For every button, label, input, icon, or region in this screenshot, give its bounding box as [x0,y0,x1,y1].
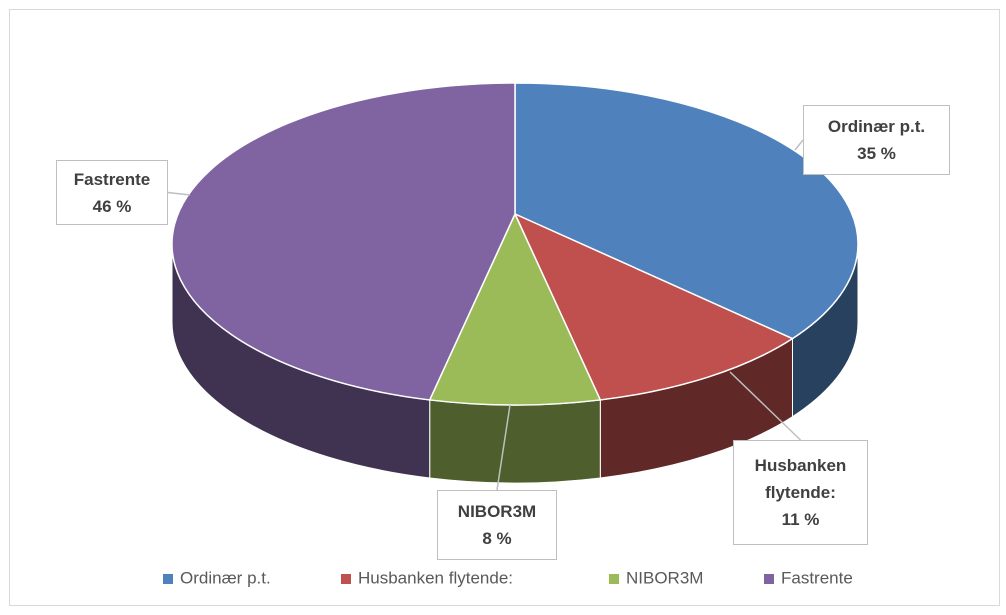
pie-slice [428,212,602,406]
legend-swatch [609,574,619,584]
label-category: Ordinær p.t. [827,117,926,136]
legend-label: Ordinær p.t. [180,568,271,587]
callout-pointer [794,139,804,151]
label-value: 35 % [857,144,896,163]
callout-pointer [496,404,511,491]
callout-pointer [729,371,802,441]
label-value: 11 % [781,510,820,529]
label-category: Fastrente [73,169,151,189]
label-value: 46 % [92,196,132,216]
data-label: Husbanken flytende: 11 % [733,440,868,545]
data-label: NIBOR3M 8 % [437,490,557,560]
pie-slice [171,82,516,401]
data-label: Fastrente 46 % [56,160,168,225]
pie-slice [513,212,795,401]
label-value: 8 % [482,529,512,548]
legend-label: Fastrente [781,568,853,587]
slice-side [429,399,601,484]
legend-swatch [163,574,173,584]
data-label: Ordinær p.t. 35 % [803,105,950,175]
label-category: Husbanken flytende: [754,456,847,502]
legend-swatch [764,574,774,584]
label-category: NIBOR3M [457,502,537,521]
legend-label: NIBOR3M [626,568,703,587]
callout-pointer [167,191,191,196]
legend-swatch [341,574,351,584]
legend-label: Husbanken flytende: [358,568,513,587]
